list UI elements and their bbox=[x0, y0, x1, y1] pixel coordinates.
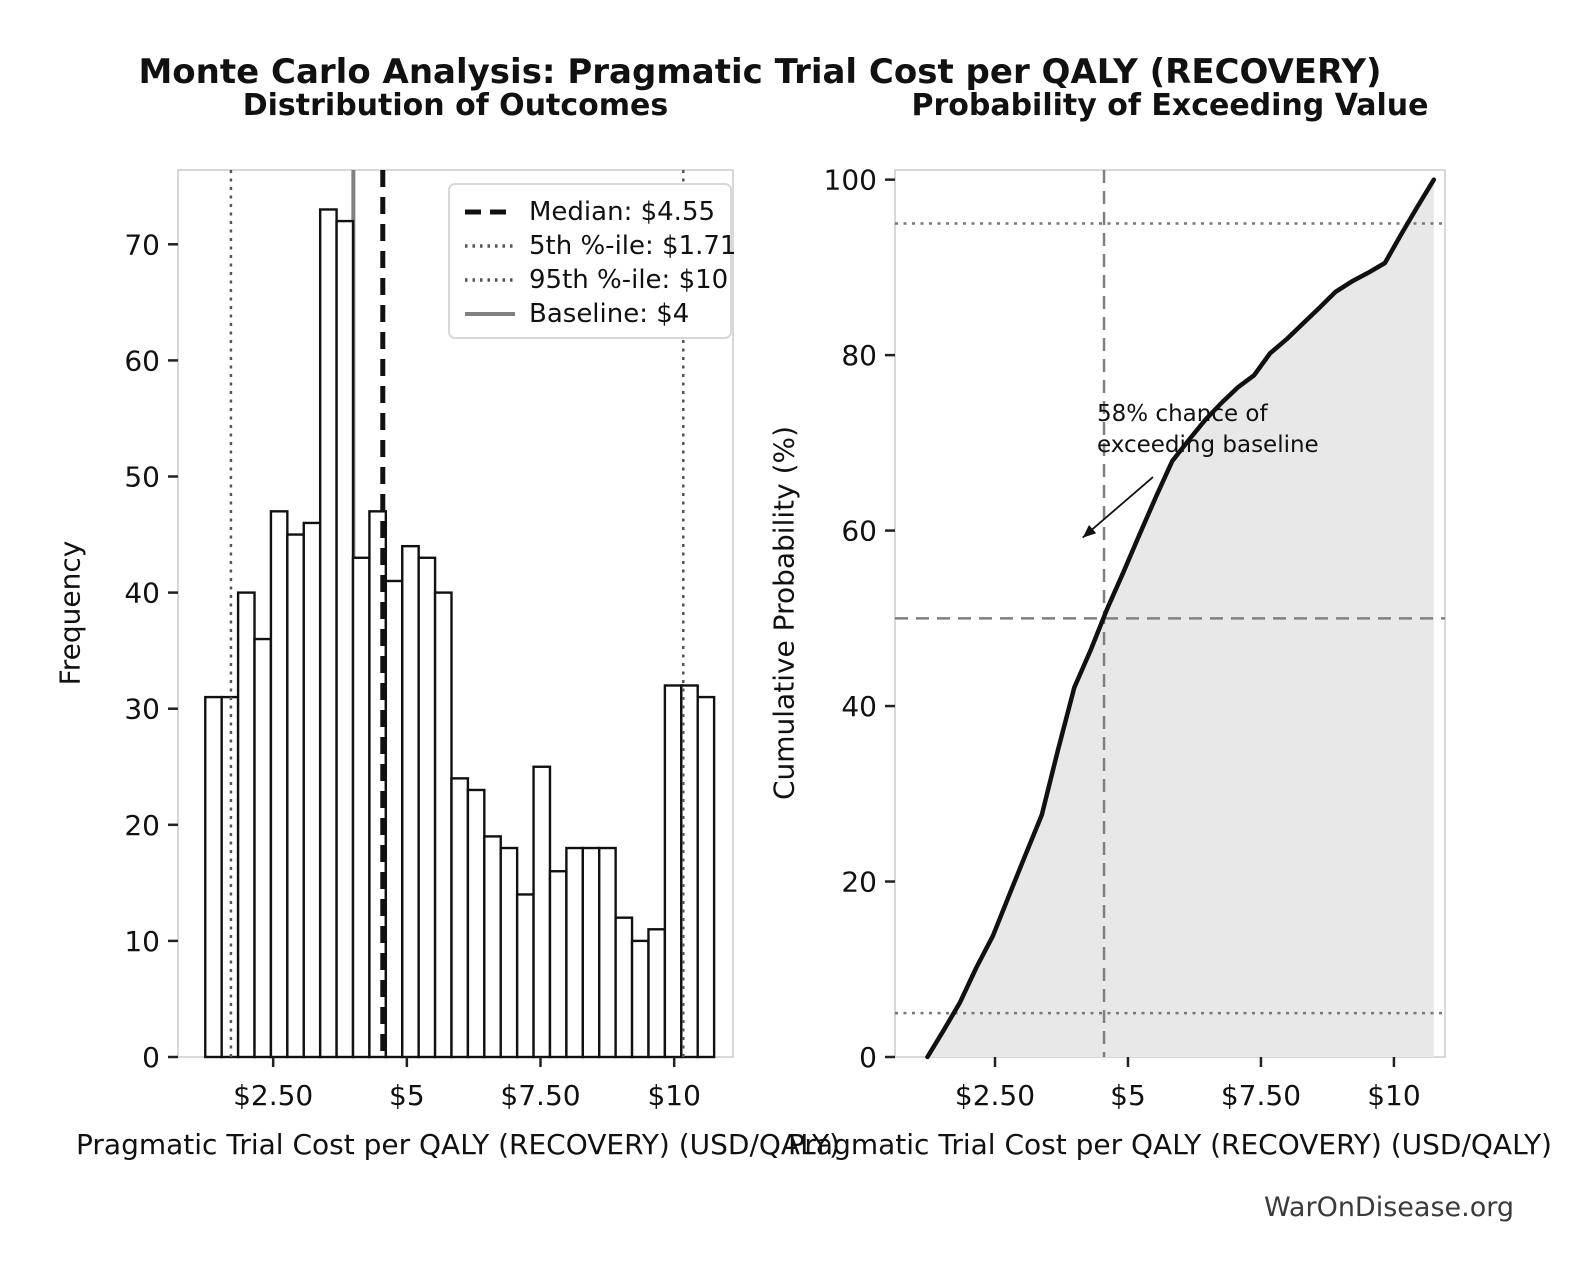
right-yaxis-label: Cumulative Probability (%) bbox=[767, 425, 801, 801]
cdf-curve bbox=[925, 177, 1437, 1060]
y-tick-label: 60 bbox=[841, 515, 877, 548]
annotation-arrow-line bbox=[1082, 476, 1154, 539]
x-tick-label: $10 bbox=[647, 1079, 700, 1112]
x-tick-label: $7.50 bbox=[1221, 1079, 1301, 1112]
cdf-annotation-line1: 58% chance of bbox=[1097, 401, 1268, 427]
histogram-bar bbox=[302, 521, 322, 1059]
y-tick-label: 40 bbox=[124, 577, 160, 610]
dotted-line-sample bbox=[465, 244, 515, 248]
histogram-bar bbox=[696, 695, 716, 1059]
histogram-bar bbox=[598, 846, 617, 1059]
y-tick-label: 40 bbox=[841, 690, 877, 723]
y-tick-label: 0 bbox=[142, 1041, 160, 1074]
x-tick-label: $7.50 bbox=[500, 1079, 580, 1112]
histogram-bar bbox=[269, 510, 289, 1059]
legend-item-p5: 5th %-ile: $1.71 bbox=[464, 229, 736, 263]
histogram-bar bbox=[417, 556, 437, 1059]
median-line-sample bbox=[465, 209, 515, 215]
cdf-annotation: 58% chance of exceeding baseline bbox=[1097, 399, 1319, 461]
histogram-bar bbox=[433, 591, 453, 1059]
histogram-bar bbox=[253, 637, 273, 1059]
y-tick-label: 100 bbox=[824, 164, 877, 197]
histogram-bar bbox=[318, 208, 338, 1059]
histogram-bar bbox=[466, 788, 486, 1059]
x-tick-label: $10 bbox=[1367, 1079, 1420, 1112]
legend-label: 5th %-ile: $1.71 bbox=[529, 231, 737, 261]
legend-label: Baseline: $4 bbox=[529, 299, 690, 329]
legend-label: Median: $4.55 bbox=[529, 197, 716, 227]
histogram-bar bbox=[548, 870, 568, 1059]
histogram-bars bbox=[204, 208, 716, 1059]
histogram-bar bbox=[532, 765, 552, 1059]
figure-title: Monte Carlo Analysis: Pragmatic Trial Co… bbox=[138, 52, 1382, 92]
y-tick-label: 0 bbox=[859, 1041, 877, 1074]
x-tick-label: $5 bbox=[1110, 1079, 1146, 1112]
histogram-bar bbox=[335, 219, 355, 1059]
histogram-bar bbox=[614, 916, 634, 1059]
histogram-bar bbox=[663, 684, 683, 1059]
x-tick-label: $2.50 bbox=[955, 1079, 1035, 1112]
histogram-bar bbox=[499, 846, 519, 1059]
histogram-bar bbox=[236, 591, 256, 1059]
y-tick-label: 80 bbox=[841, 339, 877, 372]
right-xaxis-label: Pragmatic Trial Cost per QALY (RECOVERY)… bbox=[788, 1128, 1552, 1161]
histogram-bar bbox=[368, 510, 388, 1059]
watermark: WarOnDisease.org bbox=[1263, 1192, 1514, 1223]
legend-item-median: Median: $4.55 bbox=[464, 195, 720, 229]
y-tick-label: 50 bbox=[124, 461, 160, 494]
histogram-bar bbox=[351, 556, 371, 1059]
histogram-bar bbox=[204, 695, 223, 1059]
left-yaxis-label: Frequency bbox=[53, 540, 87, 686]
histogram-bar bbox=[401, 544, 420, 1059]
y-tick-label: 20 bbox=[124, 809, 160, 842]
legend-item-p95: 95th %-ile: $10 bbox=[464, 263, 728, 297]
cdf-annotation-line2: exceeding baseline bbox=[1097, 432, 1319, 458]
solid-line-sample bbox=[465, 312, 515, 316]
y-tick-label: 60 bbox=[124, 344, 160, 377]
legend-label: 95th %-ile: $10 bbox=[529, 265, 729, 295]
histogram-bar bbox=[286, 533, 305, 1059]
histogram-bar bbox=[647, 928, 667, 1059]
y-tick-label: 20 bbox=[841, 866, 877, 899]
histogram-bar bbox=[483, 835, 502, 1059]
y-tick-label: 30 bbox=[124, 693, 160, 726]
left-xaxis-label: Pragmatic Trial Cost per QALY (RECOVERY)… bbox=[76, 1128, 840, 1161]
histogram-bar bbox=[565, 846, 585, 1059]
x-tick-label: $5 bbox=[389, 1079, 425, 1112]
x-tick-label: $2.50 bbox=[233, 1079, 313, 1112]
histogram-bar bbox=[384, 579, 404, 1059]
legend: Median: $4.55 5th %-ile: $1.71 95th %-il… bbox=[448, 183, 736, 339]
right-chart-title: Probability of Exceeding Value bbox=[911, 88, 1429, 123]
left-chart-title: Distribution of Outcomes bbox=[242, 88, 669, 123]
y-tick-label: 70 bbox=[124, 228, 160, 261]
legend-item-baseline: Baseline: $4 bbox=[464, 297, 720, 331]
annotation-arrowhead bbox=[1082, 524, 1097, 538]
histogram-bar bbox=[581, 846, 601, 1059]
y-tick-label: 10 bbox=[124, 925, 160, 958]
histogram-bar bbox=[630, 939, 650, 1059]
dotted-line-sample bbox=[465, 278, 515, 282]
histogram-bar bbox=[450, 777, 470, 1059]
histogram-bar bbox=[515, 893, 535, 1059]
